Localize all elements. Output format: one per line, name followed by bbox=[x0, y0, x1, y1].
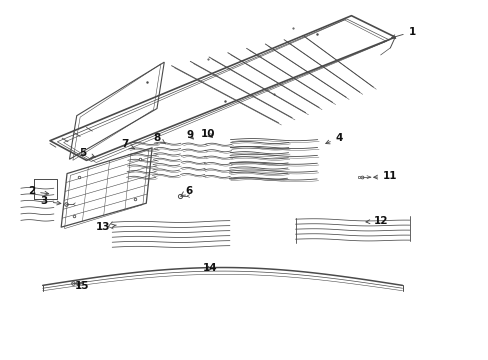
Text: 10: 10 bbox=[201, 129, 215, 139]
Text: 3: 3 bbox=[41, 197, 61, 206]
Text: 1: 1 bbox=[391, 27, 415, 39]
Text: 2: 2 bbox=[28, 186, 49, 197]
Text: 8: 8 bbox=[153, 133, 165, 144]
Text: 9: 9 bbox=[186, 130, 193, 140]
Text: 6: 6 bbox=[181, 186, 192, 196]
Text: 11: 11 bbox=[373, 171, 397, 181]
Text: 14: 14 bbox=[203, 262, 217, 273]
Text: 15: 15 bbox=[74, 282, 89, 292]
Text: 5: 5 bbox=[79, 148, 95, 158]
Text: 4: 4 bbox=[325, 133, 342, 144]
Text: 7: 7 bbox=[122, 139, 134, 149]
Text: 13: 13 bbox=[96, 222, 116, 232]
Text: 12: 12 bbox=[365, 216, 387, 226]
